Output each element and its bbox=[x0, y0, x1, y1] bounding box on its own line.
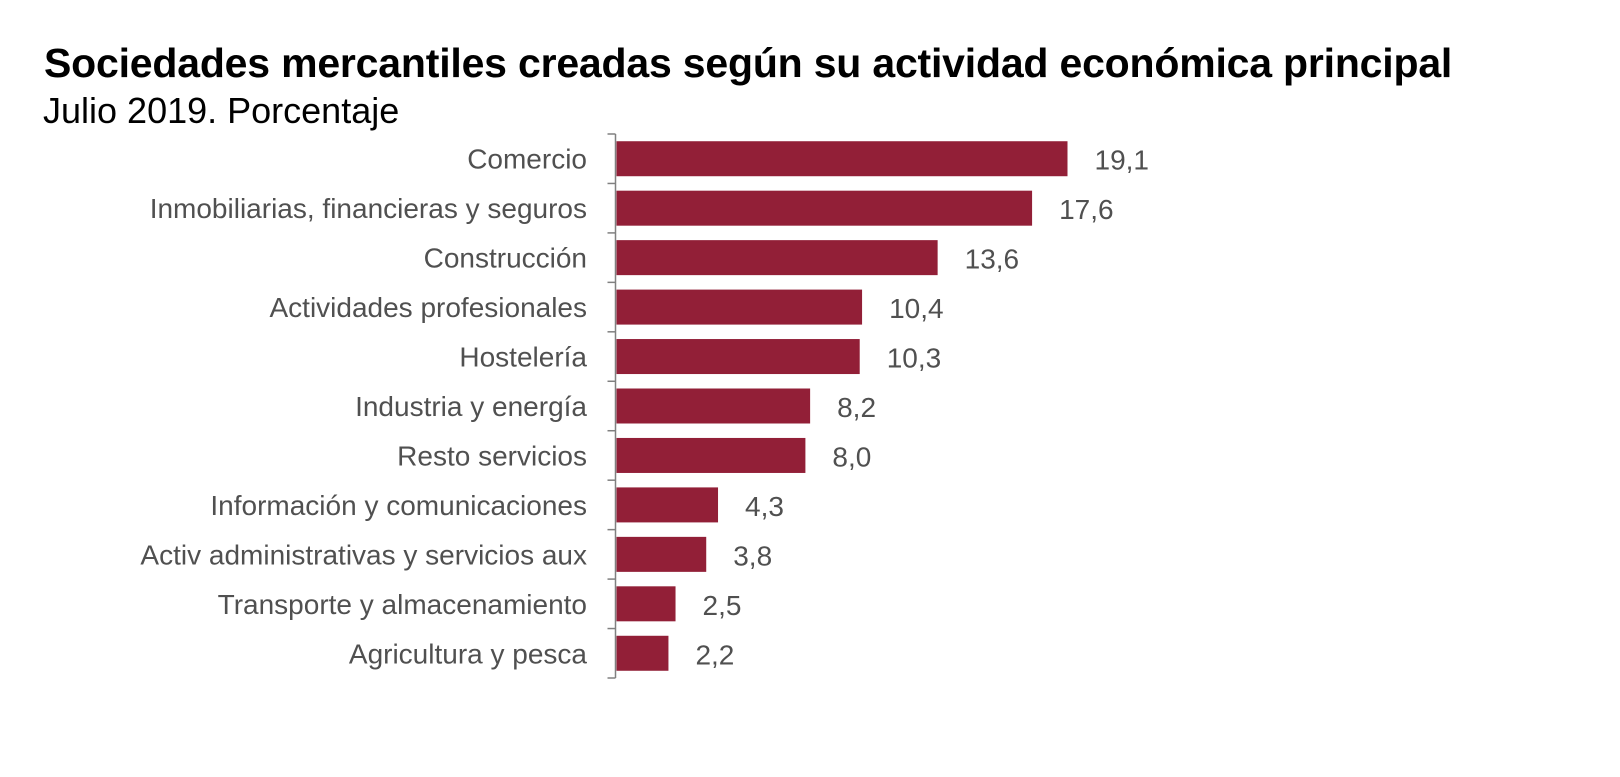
category-label: Hostelería bbox=[459, 342, 587, 373]
category-label: Transporte y almacenamiento bbox=[218, 589, 587, 620]
value-label: 17,6 bbox=[1059, 194, 1114, 225]
category-label: Resto servicios bbox=[397, 440, 587, 471]
value-label: 10,4 bbox=[889, 293, 944, 324]
value-label: 10,3 bbox=[887, 343, 942, 374]
value-label: 2,5 bbox=[703, 590, 742, 621]
bar bbox=[616, 339, 860, 375]
chart-subtitle: Julio 2019. Porcentaje bbox=[43, 90, 400, 131]
category-axis bbox=[607, 133, 617, 679]
value-label: 13,6 bbox=[965, 244, 1020, 275]
category-label: Información y comunicaciones bbox=[210, 490, 587, 521]
bar bbox=[616, 437, 806, 473]
chart-title: Sociedades mercantiles creadas según su … bbox=[44, 40, 1453, 86]
category-label: Construcción bbox=[424, 243, 587, 274]
category-labels: Comercio Inmobiliarias, financieras y seg… bbox=[140, 144, 587, 670]
value-labels: 19,1 17,6 13,6 10,4 10,3 8,2 8,0 4,3 3,8 2,5 2,2 bbox=[695, 145, 1149, 671]
bar bbox=[616, 388, 811, 424]
value-label: 19,1 bbox=[1095, 145, 1150, 176]
value-label: 2,2 bbox=[695, 639, 734, 670]
category-label: Inmobiliarias, financieras y seguros bbox=[150, 193, 587, 224]
category-label: Actividades profesionales bbox=[269, 292, 587, 323]
category-label: Agricultura y pesca bbox=[349, 638, 588, 669]
value-label: 8,0 bbox=[832, 441, 871, 472]
category-label: Industria y energía bbox=[355, 391, 587, 422]
bars-group bbox=[616, 141, 1068, 671]
category-label: Activ administrativas y servicios aux bbox=[140, 539, 587, 570]
bar bbox=[616, 289, 863, 325]
bar bbox=[616, 586, 676, 622]
bar bbox=[616, 141, 1068, 177]
bar bbox=[616, 635, 669, 671]
value-label: 3,8 bbox=[733, 540, 772, 571]
value-label: 4,3 bbox=[745, 491, 784, 522]
bar bbox=[616, 240, 938, 276]
bar bbox=[616, 536, 707, 572]
category-label: Comercio bbox=[467, 144, 587, 175]
value-label: 8,2 bbox=[837, 392, 876, 423]
bar bbox=[616, 190, 1033, 226]
bar bbox=[616, 487, 719, 523]
